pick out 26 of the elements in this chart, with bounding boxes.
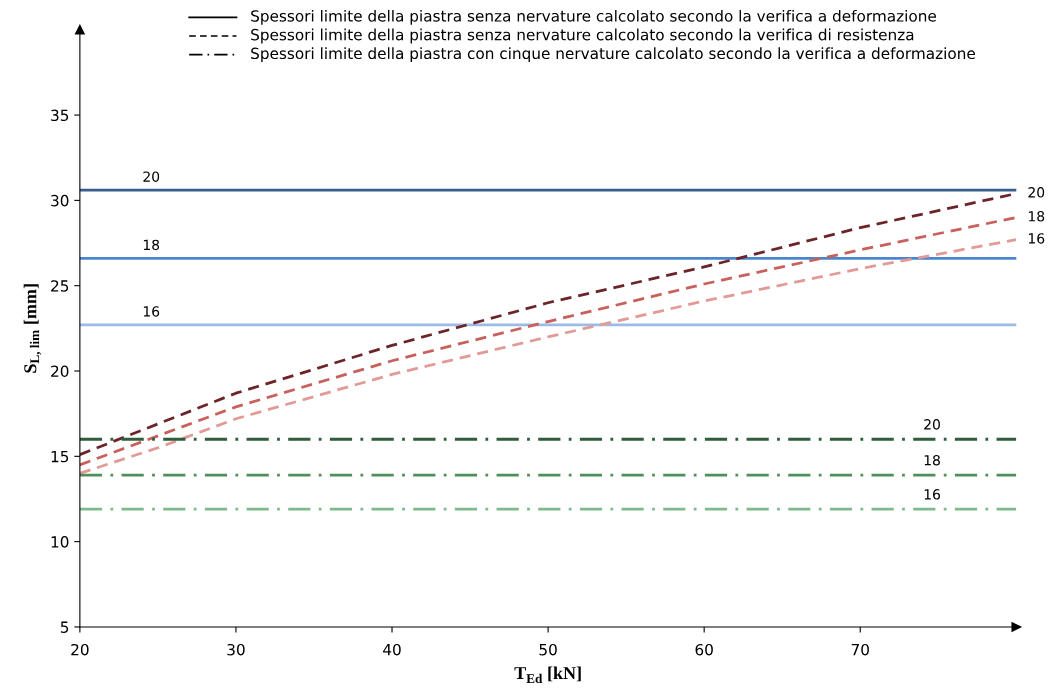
series-label: 20 xyxy=(143,171,160,182)
x-tick-label: 20 xyxy=(71,643,89,656)
x-tick-label: 50 xyxy=(539,643,557,656)
series-label: 20 xyxy=(924,419,940,430)
x-tick-label: 40 xyxy=(383,643,401,656)
y-tick-label: 30 xyxy=(51,194,69,207)
series-label: 18 xyxy=(143,239,160,251)
y-tick-label: 5 xyxy=(60,621,69,633)
series-label: 18 xyxy=(1028,210,1045,222)
text: Spessori limite della piastra senza nervature calcolato secondo la verifica a deformazione xyxy=(251,9,937,25)
annotation: Spessori limite della piastra senza nervature calcolato secondo la verifica di resistenza xyxy=(251,28,914,44)
series-label: 16 xyxy=(924,489,940,500)
y-axis-title: SL, lim [mm] xyxy=(23,284,42,373)
series-label: 20 xyxy=(1028,187,1045,198)
annotation: Spessori limite della piastra con cinque nervature calcolato secondo la verifica a deformazione xyxy=(251,47,975,63)
x-tick-label: 30 xyxy=(227,643,245,656)
series-label: 16 xyxy=(143,306,160,317)
x-tick-label: 70 xyxy=(851,643,869,656)
series-label: 16 xyxy=(1028,233,1045,244)
series-label: 18 xyxy=(924,454,940,466)
x-tick-label: 60 xyxy=(695,643,713,656)
y-tick-label: 20 xyxy=(51,365,69,378)
y-tick-label: 35 xyxy=(51,109,69,122)
y-tick-label: 10 xyxy=(51,536,69,548)
y-tick-label: 15 xyxy=(51,450,69,463)
y-tick-label: 25 xyxy=(51,280,69,292)
